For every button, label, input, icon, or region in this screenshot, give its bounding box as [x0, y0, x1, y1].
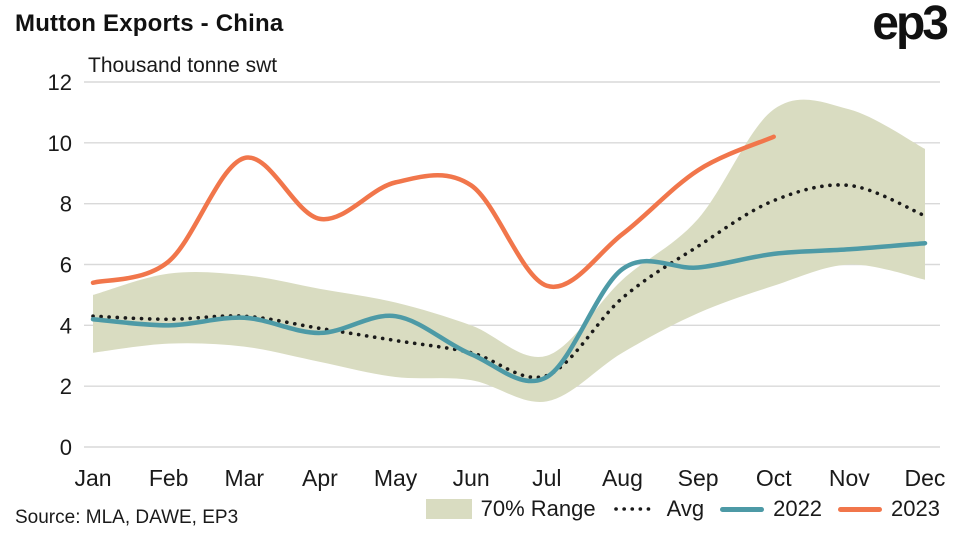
x-tick-label: Nov — [829, 465, 870, 491]
line-2023-sample — [838, 506, 883, 512]
range-swatch — [425, 499, 472, 519]
x-tick-label: Dec — [905, 465, 946, 491]
y-tick-label: 2 — [60, 374, 72, 399]
x-tick-label: Jan — [74, 465, 111, 491]
line-2022-sample — [720, 506, 765, 512]
series-2023-line — [90, 134, 776, 290]
legend-item-avg: Avg — [612, 496, 705, 522]
x-tick-label: Mar — [224, 465, 264, 491]
y-tick-label: 4 — [60, 313, 72, 338]
legend-item-2023: 2023 — [838, 496, 940, 522]
series-2022-line — [90, 240, 928, 384]
source-text: Source: MLA, DAWE, EP3 — [15, 507, 239, 528]
x-tick-label: Aug — [602, 465, 643, 491]
y-tick-label: 12 — [48, 70, 72, 95]
range-band — [93, 99, 925, 402]
y-tick-label: 0 — [60, 435, 72, 460]
x-tick-label: May — [374, 465, 418, 491]
chart-subtitle: Thousand tonne swt — [88, 54, 278, 77]
legend-avg-label: Avg — [666, 496, 705, 521]
legend-item-range: 70% Range — [425, 496, 596, 522]
chart-legend: 70% Range Avg 2022 2023 — [410, 496, 940, 522]
avg-line-sample — [613, 507, 656, 511]
x-tick-label: Sep — [678, 465, 719, 491]
chart-svg: 0 2 4 6 8 10 12 Jan Feb Mar Apr May Jun Jul Aug Sep Oct N… — [48, 70, 946, 491]
x-tick-label: Feb — [149, 465, 189, 491]
y-tick-label: 8 — [60, 192, 72, 217]
legend-2022-label: 2022 — [773, 496, 823, 521]
ep3-logo: ep3 — [872, 0, 949, 50]
x-tick-label: Apr — [302, 465, 338, 491]
x-tick-label: Jun — [453, 465, 490, 491]
legend-item-2022: 2022 — [720, 496, 822, 522]
x-tick-label: Jul — [532, 465, 561, 491]
chart-title: Mutton Exports - China — [15, 10, 284, 37]
legend-range-label: 70% Range — [480, 496, 596, 521]
legend-2023-label: 2023 — [891, 496, 940, 521]
y-tick-label: 10 — [48, 131, 72, 156]
x-tick-label: Oct — [756, 465, 792, 491]
y-tick-label: 6 — [60, 253, 72, 278]
